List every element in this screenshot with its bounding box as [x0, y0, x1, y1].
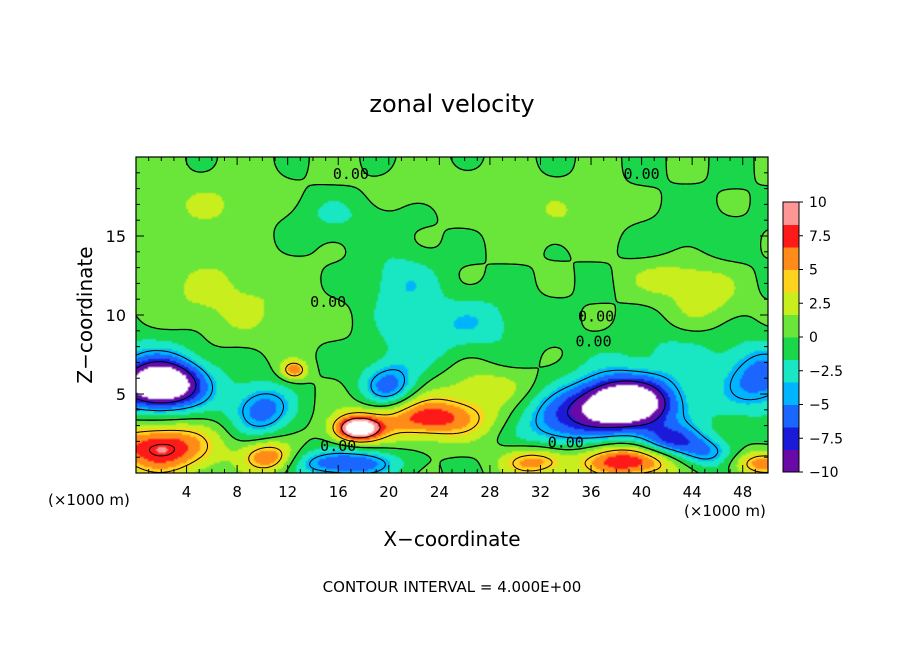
colorbar-bin: [783, 247, 799, 270]
colorbar-bin: [783, 427, 799, 450]
x-tick-label: 48: [733, 483, 752, 501]
contour-interval-note: CONTOUR INTERVAL = 4.000E+00: [323, 578, 582, 596]
y-tick-label: 15: [106, 227, 126, 246]
colorbar-tick-label: 2.5: [809, 296, 831, 312]
colorbar-tick-label: −7.5: [809, 431, 843, 447]
x-axis: 4 8 12 16 20 24 28 32 36 40 44 48: [148, 157, 756, 501]
x-tick-label: 12: [278, 483, 297, 501]
plot-area: 0.00 0.00 0.00 0.00 0.00 0.00 0.00: [135, 156, 769, 474]
contour-label: 0.00: [548, 434, 584, 452]
colorbar-tick-label: −10: [809, 465, 839, 481]
colorbar-bin: [783, 337, 799, 360]
x-tick-label: 28: [480, 483, 499, 501]
velocity-field-image: [136, 157, 768, 473]
colorbar-bin: [783, 404, 799, 428]
contour-line-neg4: [136, 350, 768, 473]
contour-line-8: [149, 417, 381, 457]
colorbar-bin: [783, 224, 799, 248]
y-axis-label: Z−coordinate: [73, 246, 97, 383]
contour-label: 0.00: [333, 165, 369, 183]
x-unit-left: (×1000 m): [48, 491, 130, 509]
x-tick-label: 36: [581, 483, 600, 501]
colorbar-tick-label: 7.5: [809, 229, 831, 245]
chart-title: zonal velocity: [369, 90, 534, 118]
x-tick-label: 20: [379, 483, 398, 501]
x-tick-label: 32: [531, 483, 550, 501]
y-tick-label: 5: [116, 385, 126, 404]
colorbar-bin: [783, 359, 799, 383]
colorbar-bin: [783, 269, 799, 293]
x-tick-label: 40: [632, 483, 651, 501]
colorbar-tick-label: 10: [809, 195, 827, 211]
contour-lines: [136, 157, 768, 473]
contour-line-4: [136, 362, 768, 473]
colorbar-tick-label: 0: [809, 330, 818, 346]
contour-label: 0.00: [576, 333, 612, 351]
x-tick-label: 16: [329, 483, 348, 501]
x-tick-label: 4: [182, 483, 192, 501]
x-tick-label: 8: [232, 483, 242, 501]
contour-label: 0.00: [310, 293, 346, 311]
contour-label: 0.00: [320, 437, 356, 455]
colorbar-bin: [783, 202, 799, 225]
x-axis-label: X−coordinate: [383, 527, 520, 551]
colorbar: 10 7.5 5 2.5 0 −2.5 −5 −7.5 −10: [782, 195, 843, 481]
colorbar-bin: [783, 292, 799, 315]
x-tick-label: 24: [430, 483, 449, 501]
y-tick-label: 10: [106, 306, 126, 325]
colorbar-bin: [783, 382, 799, 405]
contour-line-neg8: [136, 361, 666, 429]
colorbar-bin: [783, 449, 799, 473]
x-tick-label: 44: [683, 483, 702, 501]
contour-label: 0.00: [578, 307, 614, 325]
colorbar-tick-label: −5: [809, 398, 830, 414]
colorbar-bin: [783, 314, 799, 338]
colorbar-tick-label: 5: [809, 263, 818, 279]
contour-line-0: [136, 157, 768, 473]
contour-labels: 0.00 0.00 0.00 0.00 0.00 0.00 0.00: [310, 165, 660, 455]
contour-label: 0.00: [624, 165, 660, 183]
x-unit-right: (×1000 m): [684, 502, 766, 520]
y-axis: 5 10 15: [106, 172, 768, 458]
colorbar-tick-label: −2.5: [809, 364, 843, 380]
